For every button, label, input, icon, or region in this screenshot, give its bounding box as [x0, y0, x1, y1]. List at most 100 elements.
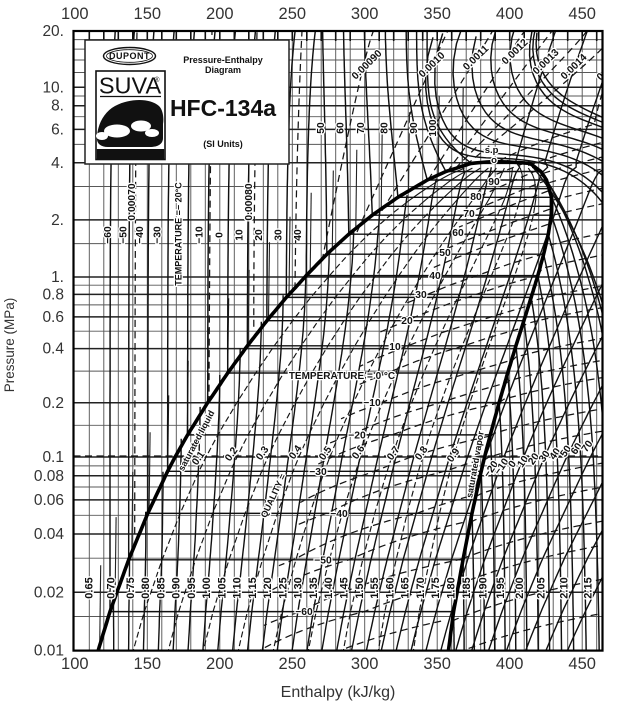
svg-text:50: 50 [316, 122, 327, 134]
svg-text:−20: −20 [348, 430, 366, 441]
svg-text:1.40: 1.40 [323, 577, 335, 598]
svg-text:300: 300 [351, 5, 379, 23]
svg-text:1.45: 1.45 [339, 577, 351, 598]
svg-text:1.85: 1.85 [461, 577, 473, 598]
svg-text:60: 60 [452, 228, 464, 239]
svg-text:30: 30 [415, 290, 427, 301]
svg-text:0.95: 0.95 [186, 577, 198, 598]
svg-text:100: 100 [61, 655, 89, 673]
svg-text:0.6: 0.6 [42, 309, 64, 326]
svg-text:−40: −40 [330, 509, 348, 520]
svg-text:200: 200 [206, 5, 234, 23]
svg-text:Diagram: Diagram [205, 65, 241, 75]
svg-text:0.04: 0.04 [34, 526, 65, 543]
svg-text:−60: −60 [295, 607, 313, 618]
svg-text:0.02: 0.02 [34, 584, 64, 601]
svg-text:DUPONT: DUPONT [109, 51, 150, 61]
svg-text:Pressure (MPa): Pressure (MPa) [2, 298, 17, 393]
svg-text:1.15: 1.15 [247, 577, 259, 598]
svg-text:o: o [491, 155, 497, 166]
svg-text:70: 70 [463, 209, 475, 220]
svg-text:2.: 2. [51, 212, 64, 229]
svg-text:−50: −50 [314, 555, 332, 566]
svg-text:0.8: 0.8 [42, 286, 64, 303]
svg-text:400: 400 [496, 655, 524, 673]
svg-text:1.65: 1.65 [400, 577, 412, 598]
svg-text:0.2: 0.2 [42, 395, 64, 412]
svg-text:40: 40 [293, 229, 304, 241]
svg-text:−40: −40 [135, 226, 146, 244]
svg-text:40: 40 [429, 271, 441, 282]
svg-text:90: 90 [409, 122, 420, 134]
svg-text:Pressure-Enthalpy: Pressure-Enthalpy [183, 55, 263, 65]
svg-text:1.35: 1.35 [308, 577, 320, 598]
svg-text:4.: 4. [51, 155, 64, 172]
svg-text:150: 150 [134, 655, 162, 673]
svg-text:20: 20 [401, 316, 413, 327]
svg-text:SUVA: SUVA [99, 73, 162, 99]
svg-text:1.30: 1.30 [293, 577, 305, 598]
svg-text:2.10: 2.10 [558, 577, 570, 598]
svg-text:1.05: 1.05 [216, 577, 228, 598]
svg-text:0.65: 0.65 [83, 577, 95, 598]
svg-text:6.: 6. [51, 121, 64, 138]
svg-text:100: 100 [61, 5, 89, 23]
svg-text:150: 150 [134, 5, 162, 23]
svg-text:80: 80 [380, 122, 391, 134]
svg-text:1.90: 1.90 [478, 577, 490, 598]
svg-text:TEMPERATURE = 0 °C: TEMPERATURE = 0 °C [289, 371, 395, 382]
svg-text:0: 0 [215, 232, 226, 238]
svg-text:1.10: 1.10 [232, 577, 244, 598]
svg-text:450: 450 [568, 655, 596, 673]
svg-text:s.p: s.p [485, 145, 499, 156]
svg-text:1.75: 1.75 [430, 577, 442, 598]
svg-text:−30: −30 [309, 467, 327, 478]
svg-text:450: 450 [568, 5, 596, 23]
svg-text:−50: −50 [119, 226, 130, 244]
svg-text:0.4: 0.4 [42, 341, 64, 358]
svg-text:1.00: 1.00 [201, 577, 213, 598]
svg-text:0.00070: 0.00070 [127, 183, 138, 220]
svg-text:10: 10 [234, 229, 245, 241]
svg-text:−10: −10 [363, 398, 381, 409]
svg-text:1.95: 1.95 [495, 577, 507, 598]
svg-text:2.00: 2.00 [514, 577, 526, 598]
svg-text:1.50: 1.50 [354, 577, 366, 598]
svg-text:2.05: 2.05 [536, 577, 548, 598]
svg-text:1.55: 1.55 [369, 577, 381, 598]
svg-text:®: ® [154, 76, 160, 84]
svg-text:10: 10 [389, 342, 401, 353]
svg-text:0.90: 0.90 [171, 577, 183, 598]
svg-text:60: 60 [336, 122, 347, 134]
svg-text:1.20: 1.20 [262, 577, 274, 598]
svg-text:30: 30 [273, 229, 284, 241]
svg-text:1.: 1. [51, 269, 64, 286]
svg-text:0.75: 0.75 [125, 577, 137, 598]
svg-text:1.60: 1.60 [384, 577, 396, 598]
svg-text:0.85: 0.85 [155, 577, 167, 598]
svg-text:1.25: 1.25 [278, 577, 290, 598]
svg-text:−10: −10 [195, 226, 206, 244]
svg-text:0.70: 0.70 [106, 577, 118, 598]
svg-text:300: 300 [351, 655, 379, 673]
svg-text:8.: 8. [51, 98, 64, 115]
svg-text:Enthalpy (kJ/kg): Enthalpy (kJ/kg) [281, 684, 396, 701]
svg-text:0.01: 0.01 [34, 643, 64, 660]
svg-text:0.1: 0.1 [42, 449, 64, 466]
svg-text:1.70: 1.70 [415, 577, 427, 598]
svg-text:350: 350 [423, 5, 451, 23]
svg-text:0.00080: 0.00080 [244, 183, 255, 220]
svg-text:350: 350 [423, 655, 451, 673]
svg-text:20: 20 [254, 229, 265, 241]
svg-text:0.08: 0.08 [34, 468, 64, 485]
svg-text:1.80: 1.80 [445, 577, 457, 598]
svg-text:90: 90 [488, 177, 500, 188]
svg-text:50: 50 [439, 248, 451, 259]
svg-text:0.06: 0.06 [34, 492, 64, 509]
svg-text:200: 200 [206, 655, 234, 673]
svg-text:250: 250 [279, 5, 307, 23]
svg-text:0.80: 0.80 [140, 577, 152, 598]
svg-text:250: 250 [279, 655, 307, 673]
svg-text:10.: 10. [42, 79, 64, 96]
svg-text:−60: −60 [103, 226, 114, 244]
